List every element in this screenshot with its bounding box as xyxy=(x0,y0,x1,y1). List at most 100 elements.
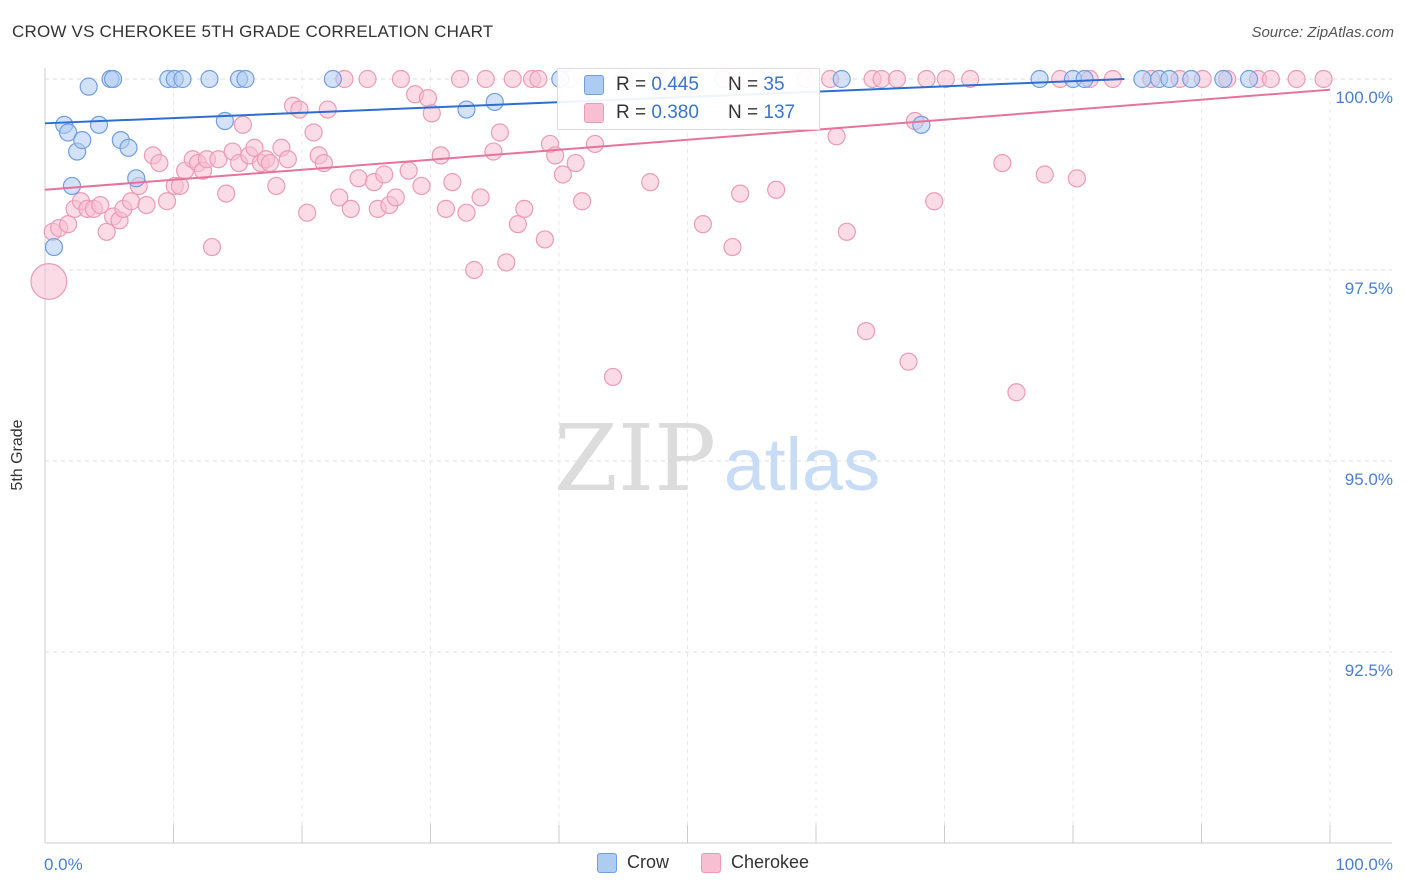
cherokee-point xyxy=(202,237,222,257)
crow-point xyxy=(44,237,64,257)
cherokee-point xyxy=(318,100,337,119)
cherokee-point xyxy=(503,69,522,89)
cherokee-point xyxy=(515,199,534,218)
crow-point xyxy=(104,69,123,89)
cherokee-point xyxy=(484,142,503,161)
cherokee-point xyxy=(412,176,431,196)
cherokee-point xyxy=(471,188,490,207)
cherokee-point xyxy=(535,230,554,249)
legend-swatch-cherokee xyxy=(700,852,721,873)
watermark: ZIP atlas xyxy=(554,405,880,512)
cherokee-point xyxy=(603,367,623,387)
cherokee-point xyxy=(917,69,936,89)
cherokee-point xyxy=(857,322,876,341)
crow-point xyxy=(127,169,146,188)
cherokee-point xyxy=(723,237,742,257)
cherokee-point xyxy=(872,69,891,89)
crow-point xyxy=(1239,69,1259,89)
y-tick-label: 95.0% xyxy=(1345,470,1393,489)
cherokee-n-text: N = xyxy=(728,102,764,123)
crow-point xyxy=(1160,69,1179,89)
cherokee-point xyxy=(278,150,297,169)
cherokee-point xyxy=(267,176,286,196)
cherokee-point xyxy=(899,352,918,371)
crow-point xyxy=(1133,69,1152,89)
cherokee-point xyxy=(887,69,907,89)
crow-point xyxy=(62,176,82,196)
cherokee-r-label: R = 0.380 xyxy=(616,102,699,124)
cherokee-point xyxy=(358,69,377,89)
cherokee-point xyxy=(529,69,548,89)
crow-n-text: N = xyxy=(728,74,764,95)
chart-title: CROW VS CHEROKEE 5TH GRADE CORRELATION C… xyxy=(12,22,494,41)
cherokee-point xyxy=(566,153,585,173)
cherokee-n-value: 137 xyxy=(763,102,796,123)
crow-point xyxy=(89,115,109,134)
cherokee-point xyxy=(1035,165,1054,184)
cherokee-point xyxy=(731,184,750,203)
cherokee-point xyxy=(925,192,944,211)
y-tick-label: 100.0% xyxy=(1335,88,1393,107)
legend-label-cherokee: Cherokee xyxy=(730,852,810,872)
cherokee-point xyxy=(91,195,110,215)
y-tick-label: 92.5% xyxy=(1345,661,1393,680)
cherokee-point xyxy=(436,199,456,218)
crow-r-value: 0.445 xyxy=(651,74,699,95)
cherokee-point xyxy=(1007,383,1026,402)
cherokee-point xyxy=(490,123,509,142)
cherokee-point xyxy=(573,192,592,211)
crow-point xyxy=(79,77,98,96)
legend-item-crow[interactable]: Crow xyxy=(596,852,669,873)
crow-point xyxy=(323,69,342,89)
cherokee-point xyxy=(993,153,1012,173)
cherokee-point xyxy=(260,153,279,173)
watermark-zip: ZIP xyxy=(554,405,716,512)
legend-item-cherokee[interactable]: Cherokee xyxy=(700,852,810,873)
cherokee-point xyxy=(150,153,169,173)
crow-n-value: 35 xyxy=(763,74,785,95)
cherokee-point xyxy=(330,188,349,207)
cherokee-point xyxy=(290,100,309,119)
crow-r-label: R = 0.445 xyxy=(616,74,699,96)
crow-point xyxy=(832,69,851,89)
cherokee-point xyxy=(121,192,141,211)
cherokee-r-text: R = xyxy=(616,102,652,123)
legend-swatch-crow xyxy=(596,852,617,873)
crow-point xyxy=(119,138,138,157)
cherokee-point xyxy=(97,222,116,241)
cherokee-r-value: 0.380 xyxy=(651,102,699,123)
crow-point xyxy=(1030,69,1049,89)
stats-row-cherokee: R = 0.380 N = 137 xyxy=(558,99,819,127)
cherokee-point xyxy=(936,69,955,89)
x-tick-label: 100.0% xyxy=(1335,855,1393,874)
crow-swatch xyxy=(584,75,604,95)
cherokee-point xyxy=(30,263,68,300)
cherokee-point xyxy=(1314,69,1333,89)
cherokee-point xyxy=(457,203,476,222)
cherokee-swatch xyxy=(584,103,604,123)
cherokee-point xyxy=(837,222,856,241)
crow-point xyxy=(1214,69,1233,89)
cherokee-point xyxy=(217,184,236,203)
crow-r-text: R = xyxy=(616,74,652,95)
legend: Crow Cherokee xyxy=(0,852,1406,873)
axis-layer xyxy=(44,68,1392,844)
cherokee-n-label: N = 137 xyxy=(728,102,795,124)
cherokee-point xyxy=(641,173,660,192)
cherokee-point xyxy=(585,134,605,154)
cherokee-point xyxy=(465,260,484,280)
cherokee-point xyxy=(349,169,368,188)
crow-point xyxy=(912,115,931,134)
watermark-atlas: atlas xyxy=(724,423,880,506)
cherokee-point xyxy=(341,199,360,218)
cherokee-trend-line xyxy=(44,88,1331,191)
crow-point xyxy=(73,131,92,150)
cherokee-point xyxy=(1261,69,1280,89)
cherokee-point xyxy=(391,69,411,89)
cherokee-point xyxy=(157,192,177,211)
cherokee-point xyxy=(233,115,252,134)
cherokee-point xyxy=(450,69,470,89)
crow-point xyxy=(485,92,504,112)
cherokee-point xyxy=(961,69,980,89)
